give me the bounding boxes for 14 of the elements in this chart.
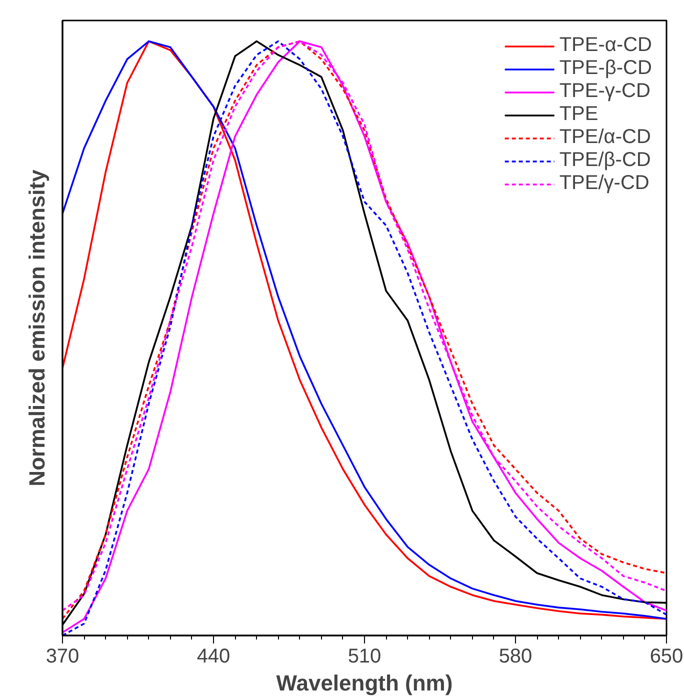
x-tick-label: 440 — [196, 646, 230, 668]
legend-label: TPE/α-CD — [559, 126, 651, 149]
x-tick-label: 370 — [46, 646, 80, 668]
x-tick-label: 650 — [650, 646, 684, 668]
x-tick-label: 510 — [348, 646, 382, 668]
x-tick-label: 580 — [498, 646, 532, 668]
legend-label: TPE — [559, 103, 598, 126]
legend-label: TPE/γ-CD — [559, 172, 650, 195]
legend-label: TPE-β-CD — [559, 57, 652, 80]
legend-label: TPE-α-CD — [559, 34, 652, 57]
y-axis-title: Normalized emission intensity — [24, 168, 50, 486]
x-axis-title: Wavelength (nm) — [276, 670, 453, 696]
legend-label: TPE-γ-CD — [559, 80, 650, 103]
legend-label: TPE/β-CD — [559, 149, 651, 172]
